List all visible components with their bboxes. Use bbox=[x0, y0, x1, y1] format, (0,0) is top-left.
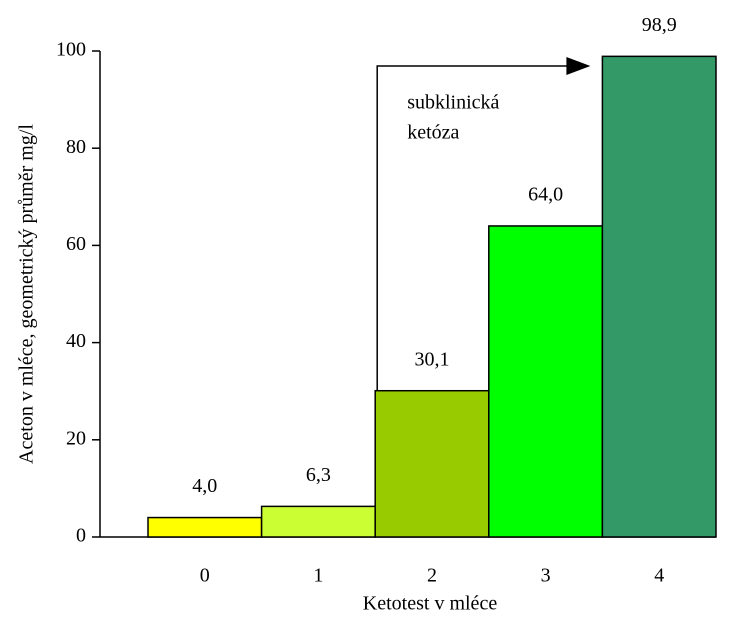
y-tick-label: 60 bbox=[66, 233, 86, 255]
y-tick-label: 20 bbox=[66, 427, 86, 449]
bar bbox=[147, 516, 263, 538]
annotation-arrow bbox=[376, 65, 569, 391]
x-tick-label: 0 bbox=[200, 565, 210, 587]
annotation-text: ketóza bbox=[407, 122, 459, 144]
x-axis-label: Ketotest v mléce bbox=[363, 593, 498, 615]
bar bbox=[374, 389, 490, 538]
annotation-text: subklinická bbox=[407, 92, 499, 114]
value-label: 98,9 bbox=[642, 14, 677, 36]
bar bbox=[260, 505, 376, 538]
value-label: 64,0 bbox=[528, 184, 563, 206]
x-tick-label: 4 bbox=[654, 565, 664, 587]
y-tick-label: 40 bbox=[66, 330, 86, 352]
x-tick-label: 1 bbox=[313, 565, 323, 587]
value-label: 30,1 bbox=[415, 348, 450, 370]
bar bbox=[601, 55, 717, 538]
y-tick-label: 80 bbox=[66, 136, 86, 158]
y-tick-label: 100 bbox=[56, 39, 86, 61]
y-axis-label: Aceton v mléce, geometrický průměr mg/l bbox=[16, 124, 38, 464]
bar bbox=[488, 225, 604, 538]
value-label: 4,0 bbox=[192, 475, 217, 497]
y-tick-label: 0 bbox=[76, 525, 86, 547]
arrow-head bbox=[566, 57, 591, 75]
x-tick-label: 2 bbox=[427, 565, 437, 587]
value-label: 6,3 bbox=[306, 464, 331, 486]
x-tick-label: 3 bbox=[541, 565, 551, 587]
